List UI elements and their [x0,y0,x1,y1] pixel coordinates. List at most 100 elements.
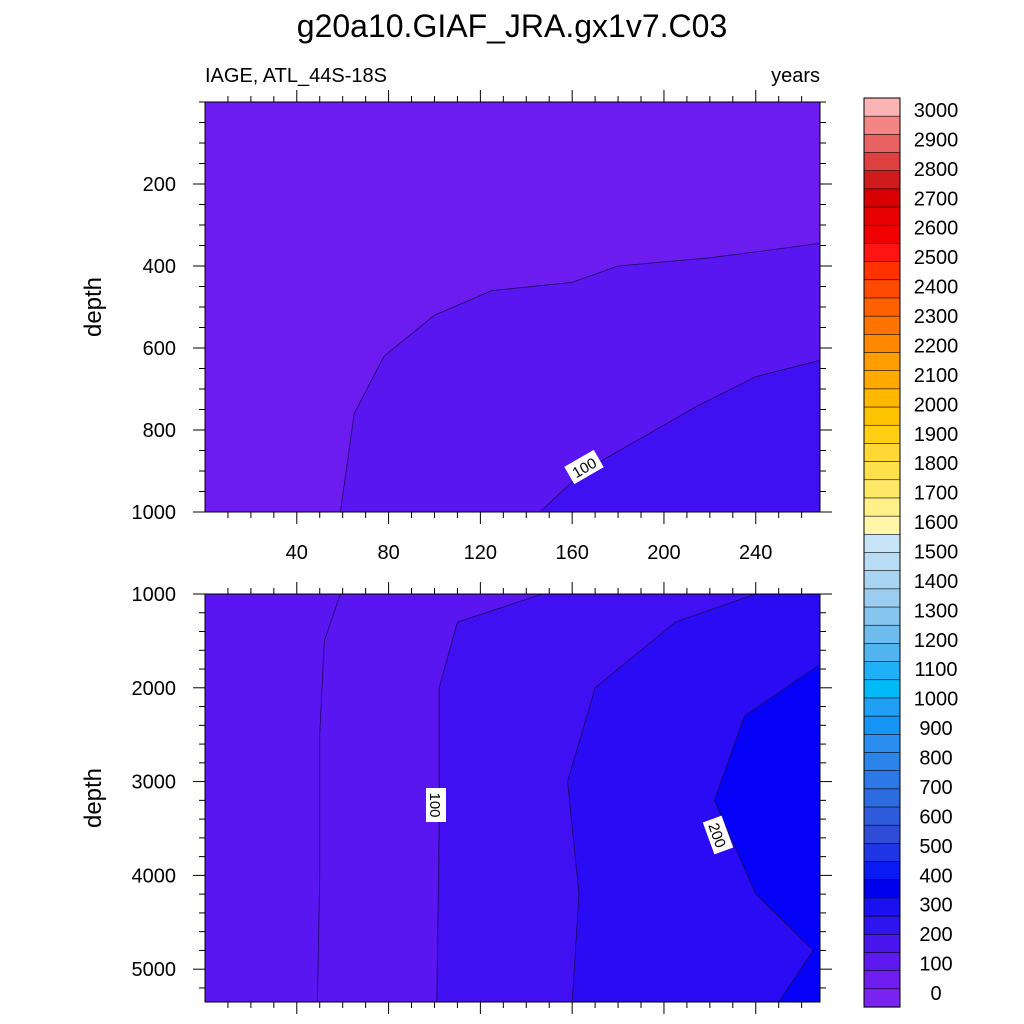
xtick-label: 200 [647,542,680,564]
colorbar-box [863,752,901,772]
lower-ytick-label: 2000 [132,678,177,700]
lower-ylabel: depth [80,768,107,828]
contour-label-bg [426,788,446,822]
colorbar-box [863,570,901,590]
lower-contour-lines [317,594,820,1002]
colorbar-box [863,152,901,172]
colorbar-label: 1800 [914,453,959,475]
lower-contour-line-150 [567,594,756,1002]
colorbar-box [863,915,901,935]
colorbar-label: 700 [919,777,952,799]
colorbar-box [863,606,901,626]
xtick-label: 240 [739,542,772,564]
colorbar-box [863,861,901,881]
colorbar-label: 3000 [914,100,959,122]
colorbar-box [863,715,901,735]
lower-ytick-label: 4000 [132,865,177,887]
colorbar-labels: 3000290028002700260025002400230022002100… [914,100,959,1005]
lower-ytick-label: 5000 [132,959,177,981]
lower-contour-labels: 100 200 [426,788,734,855]
xtick-label: 40 [286,542,308,564]
colorbar-label: 100 [919,954,952,976]
colorbar-label: 2100 [914,365,959,387]
lower-ytick-label: 1000 [132,584,177,606]
colorbar-box [863,315,901,335]
colorbar-label: 1700 [914,483,959,505]
colorbar-box [863,952,901,972]
colorbar-box [863,806,901,826]
upper-fill-level-100 [540,360,820,512]
upper-tick-labels: 40 80 120 160 200 240 200 400 600 800 1000 [132,174,773,564]
contour-label: 100 [426,788,446,822]
colorbar-box [863,933,901,954]
colorbar-label: 0 [930,983,941,1005]
colorbar-boxes [863,97,901,1008]
upper-contour-fills [205,102,820,512]
colorbar-box [863,970,901,990]
xtick-label: 80 [377,542,399,564]
colorbar-box [863,897,901,917]
figure-title: g20a10.GIAF_JRA.gx1v7.C03 [297,8,727,44]
colorbar-label: 2600 [914,218,959,240]
colorbar-box [863,224,901,245]
colorbar-box [863,770,901,790]
colorbar-label: 1100 [914,659,957,681]
colorbar-label: 200 [919,924,952,946]
colorbar-box [863,697,901,717]
colorbar-frame [863,97,901,1008]
contour-label-bg [702,815,734,855]
colorbar-box [863,115,901,135]
colorbar-box [863,515,901,535]
colorbar-box [863,370,901,390]
upper-ylabel: depth [80,277,107,337]
colorbar-label: 2800 [914,159,959,181]
lower-contour-fills [205,594,820,1002]
lower-contour-line-50 [317,594,341,1002]
colorbar-label: 2300 [914,306,959,328]
colorbar-box [863,334,901,354]
colorbar-label: 2000 [914,394,959,416]
colorbar-box [863,188,901,208]
colorbar-box [863,824,901,844]
colorbar-box [863,279,901,299]
colorbar-label: 800 [919,748,952,770]
colorbar-box [863,988,901,1008]
colorbar-box [863,588,901,608]
colorbar-box [863,424,901,445]
lower-fill-level-150 [567,594,820,1002]
colorbar-label: 400 [919,865,952,887]
colorbar-box [863,297,901,317]
colorbar-box [863,243,901,263]
colorbar-label: 1300 [914,600,959,622]
colorbar-box [863,388,901,408]
colorbar-box [863,552,901,572]
colorbar-box [863,733,901,754]
colorbar-label: 900 [919,718,952,740]
colorbar: 3000290028002700260025002400230022002100… [863,97,959,1008]
colorbar-label: 2200 [914,336,959,358]
colorbar-box [863,534,901,554]
lower-contour-line-200 [713,663,820,1002]
colorbar-box [863,206,901,226]
colorbar-label: 2700 [914,188,959,210]
upper-ytick-label: 200 [143,174,176,196]
colorbar-label: 2900 [914,129,959,151]
colorbar-box [863,879,901,899]
right-subtitle: years [771,65,820,87]
colorbar-box [863,479,901,499]
xtick-label: 120 [464,542,497,564]
upper-ytick-label: 600 [143,338,176,360]
upper-ytick-label: 1000 [132,502,177,524]
colorbar-label: 1900 [914,424,959,446]
upper-ytick-label: 800 [143,420,176,442]
colorbar-label: 2400 [914,277,959,299]
colorbar-box [863,406,901,426]
colorbar-box [863,97,901,117]
colorbar-box [863,170,901,190]
colorbar-label: 600 [919,806,952,828]
upper-ticks [193,90,832,524]
lower-ticks [193,582,832,1014]
colorbar-box [863,443,901,463]
